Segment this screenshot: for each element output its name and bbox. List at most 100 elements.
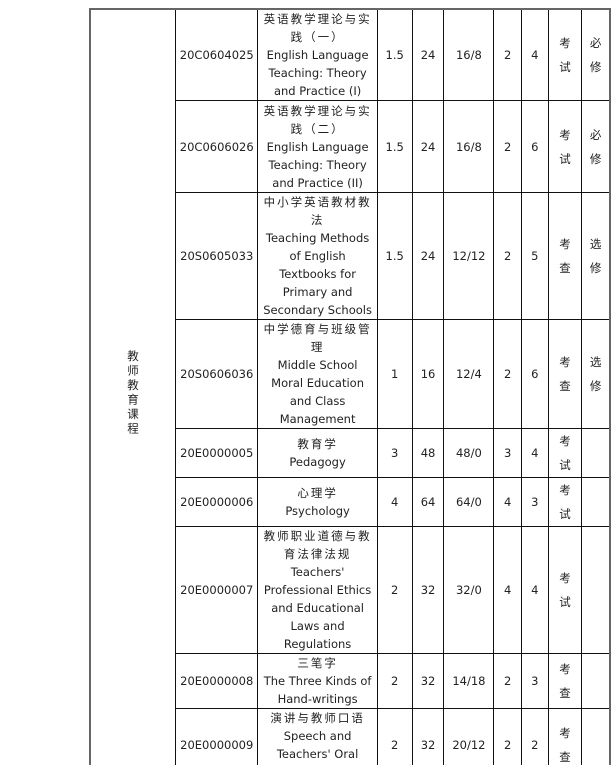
credits-cell: 2 <box>377 527 412 654</box>
course-name: 英语教学理论与实践（二）English Language Teaching: T… <box>258 101 377 193</box>
assessment-cell: 考试 <box>548 429 582 478</box>
assessment-cell: 考试 <box>548 478 582 527</box>
c5-cell: 2 <box>494 320 522 429</box>
course-type-cell <box>582 709 610 765</box>
course-code: 20C0604025 <box>176 9 258 101</box>
c5-cell: 2 <box>494 193 522 320</box>
c6-cell: 4 <box>521 527 548 654</box>
hours-cell: 32 <box>412 527 444 654</box>
credits-cell: 3 <box>377 429 412 478</box>
course-type-cell <box>582 478 610 527</box>
course-name-cn: 英语教学理论与实践（二） <box>260 102 374 138</box>
c5-cell: 2 <box>494 709 522 765</box>
course-type-cell <box>582 527 610 654</box>
c6-cell: 3 <box>521 654 548 709</box>
assessment-cell: 考查 <box>548 654 582 709</box>
c5-cell: 2 <box>494 101 522 193</box>
c6-cell: 4 <box>521 429 548 478</box>
course-code: 20E0000006 <box>176 478 258 527</box>
credits-cell: 2 <box>377 709 412 765</box>
hours-cell: 48 <box>412 429 444 478</box>
split-cell: 14/18 <box>444 654 494 709</box>
hours-cell: 24 <box>412 193 444 320</box>
c6-cell: 3 <box>521 478 548 527</box>
course-name-en: Middle School Moral Education and Class … <box>260 356 374 428</box>
hours-cell: 24 <box>412 101 444 193</box>
course-code: 20C0606026 <box>176 101 258 193</box>
c6-cell: 2 <box>521 709 548 765</box>
split-cell: 16/8 <box>444 101 494 193</box>
assessment-cell: 考试 <box>548 527 582 654</box>
course-name-en: Teaching Methods of English Textbooks fo… <box>260 229 374 319</box>
split-cell: 32/0 <box>444 527 494 654</box>
credits-cell: 1.5 <box>377 101 412 193</box>
course-name-cn: 教育学 <box>260 435 374 453</box>
course-name-en: Psychology <box>260 502 374 520</box>
course-type-cell: 选修 <box>582 320 610 429</box>
course-name-cn: 英语教学理论与实践（一） <box>260 10 374 46</box>
split-cell: 16/8 <box>444 9 494 101</box>
credits-cell: 1.5 <box>377 193 412 320</box>
hours-cell: 32 <box>412 709 444 765</box>
c5-cell: 4 <box>494 527 522 654</box>
course-name-en: Pedagogy <box>260 453 374 471</box>
course-code: 20S0605033 <box>176 193 258 320</box>
c5-cell: 2 <box>494 9 522 101</box>
course-name-cn: 中小学英语教材教法 <box>260 193 374 229</box>
assessment-cell: 考试 <box>548 9 582 101</box>
c6-cell: 6 <box>521 320 548 429</box>
c5-cell: 4 <box>494 478 522 527</box>
course-name-cn: 教师职业道德与教育法律法规 <box>260 527 374 563</box>
split-cell: 12/12 <box>444 193 494 320</box>
course-type-cell <box>582 654 610 709</box>
course-name-en: English Language Teaching: Theory and Pr… <box>260 46 374 100</box>
course-name: 英语教学理论与实践（一）English Language Teaching: T… <box>258 9 377 101</box>
split-cell: 12/4 <box>444 320 494 429</box>
course-code: 20E0000005 <box>176 429 258 478</box>
credits-cell: 4 <box>377 478 412 527</box>
hours-cell: 32 <box>412 654 444 709</box>
course-type-cell: 必修 <box>582 9 610 101</box>
course-name-en: English Language Teaching: Theory and Pr… <box>260 138 374 192</box>
course-name-cn: 三笔字 <box>260 654 374 672</box>
c6-cell: 6 <box>521 101 548 193</box>
credits-cell: 1 <box>377 320 412 429</box>
hours-cell: 24 <box>412 9 444 101</box>
split-cell: 64/0 <box>444 478 494 527</box>
course-code: 20S0606036 <box>176 320 258 429</box>
category-cell: 教师教育课程 <box>90 9 176 765</box>
c6-cell: 5 <box>521 193 548 320</box>
course-name-cn: 中学德育与班级管理 <box>260 320 374 356</box>
course-code: 20E0000008 <box>176 654 258 709</box>
course-name-en: Speech and Teachers' Oral English <box>260 727 374 765</box>
course-type-cell <box>582 429 610 478</box>
category-label: 教师教育课程 <box>126 350 140 437</box>
assessment-cell: 考查 <box>548 193 582 320</box>
c5-cell: 2 <box>494 654 522 709</box>
course-name-en: Teachers' Professional Ethics and Educat… <box>260 563 374 653</box>
course-name-cn: 演讲与教师口语 <box>260 709 374 727</box>
credits-cell: 1.5 <box>377 9 412 101</box>
assessment-cell: 考查 <box>548 320 582 429</box>
split-cell: 48/0 <box>444 429 494 478</box>
assessment-cell: 考查 <box>548 709 582 765</box>
course-code: 20E0000009 <box>176 709 258 765</box>
split-cell: 20/12 <box>444 709 494 765</box>
credits-cell: 2 <box>377 654 412 709</box>
c6-cell: 4 <box>521 9 548 101</box>
hours-cell: 16 <box>412 320 444 429</box>
c5-cell: 3 <box>494 429 522 478</box>
course-code: 20E0000007 <box>176 527 258 654</box>
course-name-en: The Three Kinds of Hand-writings <box>260 672 374 708</box>
course-name-cn: 心理学 <box>260 484 374 502</box>
hours-cell: 64 <box>412 478 444 527</box>
